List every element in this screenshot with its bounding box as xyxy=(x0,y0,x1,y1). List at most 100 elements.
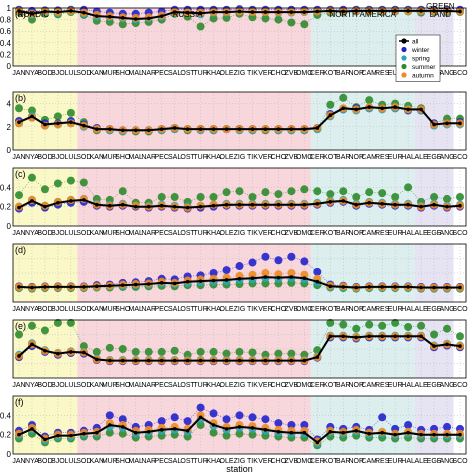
panel-label: (a) xyxy=(15,9,26,19)
x-tick-label: PEC xyxy=(154,154,168,161)
region-label: NORTH AMERICA xyxy=(329,10,396,19)
data-point-all xyxy=(82,123,86,128)
x-tick-label: ANG xyxy=(439,382,454,389)
data-point-autumn xyxy=(287,269,296,277)
data-point-summer xyxy=(339,93,348,102)
data-point-all xyxy=(120,283,125,287)
x-tick-label: OLE xyxy=(220,230,234,237)
data-point-all xyxy=(56,433,60,438)
x-tick-label: BJO xyxy=(51,306,65,313)
x-tick-label: TUR xyxy=(193,458,207,465)
data-point-all xyxy=(133,204,138,209)
data-point-all xyxy=(17,432,21,437)
data-point-all xyxy=(419,334,423,339)
data-point-all xyxy=(432,432,436,437)
data-point-all xyxy=(302,358,307,363)
data-point-all xyxy=(354,335,359,340)
x-tick-label: VER xyxy=(258,154,272,161)
data-point-all xyxy=(315,279,320,284)
x-tick-label: ZIG xyxy=(234,70,246,77)
data-point-winter xyxy=(248,413,257,422)
data-point-all xyxy=(302,276,307,281)
data-point-all xyxy=(198,279,203,283)
x-tick-label: OST xyxy=(180,458,195,465)
data-point-all xyxy=(30,12,34,16)
x-tick-label: CHO xyxy=(271,230,287,237)
data-point-all xyxy=(328,429,333,434)
x-tick-label: BOD xyxy=(37,458,52,465)
data-point-all xyxy=(82,431,86,436)
data-point-all xyxy=(120,128,125,133)
data-point-summer xyxy=(53,112,62,121)
x-tick-label: RES xyxy=(375,70,390,77)
data-point-all xyxy=(82,285,86,289)
data-point-summer xyxy=(456,332,464,341)
x-tick-label: CAM xyxy=(361,382,377,389)
region-band xyxy=(414,244,454,302)
data-point-all xyxy=(406,334,410,339)
data-point-summer xyxy=(456,193,464,201)
x-tick-label: PEC xyxy=(154,458,168,465)
x-tick-label: BJO xyxy=(51,382,65,389)
data-point-all xyxy=(30,427,34,431)
data-point-all xyxy=(185,127,190,131)
data-point-all xyxy=(354,107,359,112)
data-point-all xyxy=(224,427,229,431)
x-tick-label: SOD xyxy=(76,70,91,77)
data-point-all xyxy=(211,127,216,131)
data-point-summer xyxy=(391,193,400,201)
data-point-summer xyxy=(339,320,348,329)
data-point-all xyxy=(315,355,320,359)
x-tick-label: KHA xyxy=(206,70,221,77)
data-point-all xyxy=(107,283,112,288)
data-point-winter xyxy=(222,415,231,424)
x-tick-label: EUR xyxy=(388,382,403,389)
data-point-winter xyxy=(248,258,257,267)
x-tick-label: CAM xyxy=(361,458,377,465)
data-point-all xyxy=(263,358,268,363)
data-point-summer xyxy=(274,190,283,199)
data-point-summer xyxy=(248,193,257,201)
series-line-spring xyxy=(18,107,460,132)
x-tick-label: CAM xyxy=(361,230,377,237)
x-tick-label: KHA xyxy=(206,154,221,161)
data-point-all xyxy=(198,358,203,363)
x-tick-label: OMO xyxy=(296,458,313,465)
data-point-all xyxy=(30,114,34,119)
x-tick-label: SCO xyxy=(452,458,468,465)
data-point-all xyxy=(380,106,384,111)
data-point-all xyxy=(146,282,151,286)
data-point-all xyxy=(43,122,47,127)
x-tick-label: LUL xyxy=(64,306,77,313)
legend-label: summer xyxy=(412,64,436,71)
data-point-all xyxy=(211,203,216,208)
data-point-all xyxy=(185,279,190,284)
data-point-autumn xyxy=(300,270,309,279)
data-point-all xyxy=(263,10,268,14)
x-tick-label: KAN xyxy=(90,154,104,161)
data-point-summer xyxy=(209,193,218,201)
x-tick-label: KAN xyxy=(90,458,104,465)
data-point-all xyxy=(432,344,436,348)
x-tick-label: BAR xyxy=(336,306,350,313)
x-tick-label: TUR xyxy=(193,382,207,389)
data-point-all xyxy=(120,358,125,363)
data-point-all xyxy=(43,437,47,442)
data-point-all xyxy=(211,358,216,363)
y-tick-label: 0 xyxy=(7,146,12,155)
x-tick-label: BAR xyxy=(336,382,350,389)
data-point-winter xyxy=(300,257,309,266)
x-tick-label: JAN xyxy=(12,306,25,313)
x-tick-label: ANG xyxy=(439,458,454,465)
data-point-all xyxy=(69,433,73,438)
data-point-summer xyxy=(131,347,140,356)
region-band xyxy=(310,244,415,302)
x-tick-label: NYA xyxy=(25,70,39,77)
x-tick-label: KHA xyxy=(206,382,221,389)
x-tick-label: VER xyxy=(258,70,272,77)
x-tick-label: KAN xyxy=(90,382,104,389)
data-point-summer xyxy=(248,430,257,439)
x-tick-label: SCO xyxy=(452,70,468,77)
data-point-summer xyxy=(222,188,231,197)
x-tick-label: BOD xyxy=(37,70,52,77)
